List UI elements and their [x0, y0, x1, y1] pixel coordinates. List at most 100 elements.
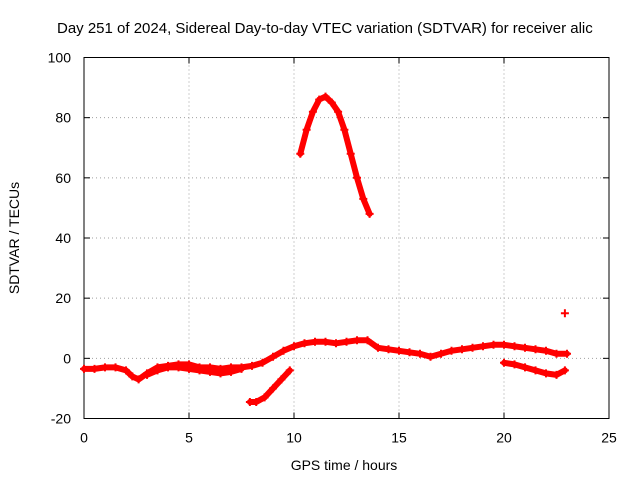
data-point [80, 364, 88, 373]
data-point [468, 343, 477, 352]
data-point [560, 309, 569, 318]
y-axis-label: SDTVAR / TECUs [6, 182, 22, 294]
data-point [206, 367, 214, 376]
data-point [185, 364, 193, 373]
x-tick-label: 20 [496, 430, 512, 446]
data-point [365, 209, 374, 218]
data-point [90, 364, 99, 373]
data-point [174, 363, 183, 372]
data-point [153, 366, 162, 375]
series-peak-arc [296, 92, 374, 218]
data-point [164, 363, 172, 372]
data-point [128, 372, 137, 381]
data-point [510, 360, 519, 369]
data-point [395, 346, 403, 355]
data-point [321, 92, 330, 101]
series-lower-cluster [143, 363, 246, 379]
x-tick-label: 0 [80, 430, 88, 446]
data-point [321, 337, 330, 346]
data-point [363, 336, 372, 345]
data-point [500, 340, 508, 349]
data-point [195, 366, 204, 375]
series-isolated-point [560, 309, 569, 318]
data-point [279, 346, 288, 355]
data-point [300, 339, 309, 348]
y-tick-label: 80 [55, 110, 71, 126]
data-point [479, 342, 487, 351]
data-point [290, 342, 298, 351]
data-point [308, 107, 317, 116]
x-tick-label: 5 [185, 430, 193, 446]
data-point [542, 346, 550, 355]
data-point [521, 363, 529, 372]
data-point [101, 363, 109, 372]
data-point [258, 358, 267, 367]
grid [84, 57, 609, 419]
data-point [489, 340, 498, 349]
x-tick-label: 25 [601, 430, 617, 446]
data-point [285, 366, 294, 375]
x-tick-label: 15 [391, 430, 407, 446]
data-point [500, 358, 508, 367]
data-point [269, 384, 277, 393]
data-point [521, 343, 529, 352]
data-point [302, 125, 311, 134]
data-point [332, 339, 340, 348]
chart-title: Day 251 of 2024, Sidereal Day-to-day VTE… [57, 20, 593, 37]
data-point [510, 342, 519, 351]
data-point [447, 346, 456, 355]
data-point [416, 349, 424, 358]
data-point [315, 95, 324, 104]
y-tick-label: 100 [48, 50, 72, 66]
data-point [374, 343, 382, 352]
data-point [359, 194, 368, 203]
data-point [134, 375, 143, 384]
data-point [269, 352, 277, 361]
series-line [144, 364, 245, 378]
data-point [327, 98, 336, 107]
data-point [346, 149, 355, 158]
data-series [80, 92, 571, 406]
data-point [542, 369, 550, 378]
series-late-dip [500, 358, 569, 379]
data-point [563, 349, 571, 358]
data-point [426, 352, 435, 361]
data-point [560, 366, 569, 375]
data-point [334, 107, 343, 116]
data-point [311, 337, 319, 346]
series-line [297, 93, 373, 217]
data-point [342, 337, 351, 346]
data-point [340, 125, 349, 134]
data-point [216, 369, 225, 378]
x-tick-label: 10 [286, 430, 302, 446]
data-point [237, 364, 246, 373]
y-tick-label: -20 [51, 411, 71, 427]
axis-ticks: 0 5 10 15 20 25 -20 0 20 40 60 80 100 [48, 50, 617, 446]
x-axis-label: GPS time / hours [291, 457, 398, 473]
y-tick-label: 60 [55, 170, 71, 186]
y-tick-label: 40 [55, 230, 71, 246]
data-point [252, 398, 261, 406]
data-point [260, 393, 269, 402]
data-point [122, 366, 130, 375]
y-tick-label: 0 [63, 350, 71, 366]
data-point [458, 345, 466, 354]
data-point [384, 345, 393, 354]
data-point [227, 367, 235, 376]
data-point [552, 349, 561, 358]
series-negative-arc [245, 366, 294, 406]
y-tick-label: 20 [55, 290, 71, 306]
data-point [111, 363, 120, 372]
data-point [296, 149, 305, 158]
data-point [143, 370, 151, 379]
data-point [437, 349, 445, 358]
data-point [405, 348, 414, 357]
data-point [248, 361, 256, 370]
data-point [353, 173, 361, 182]
data-point [277, 375, 286, 384]
data-point [353, 336, 361, 345]
data-point [552, 370, 561, 379]
data-point [531, 345, 540, 354]
